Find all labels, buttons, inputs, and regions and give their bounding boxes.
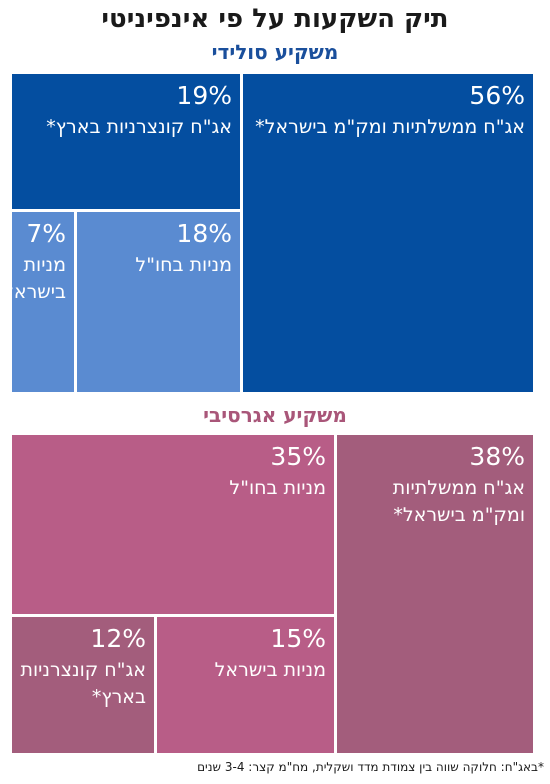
tile-label: אג"ח קונצרניות בארץ* bbox=[46, 116, 232, 138]
section-title-solid: משקיע סולידי bbox=[211, 40, 339, 64]
tile-value: 7% bbox=[26, 219, 66, 248]
tile-solid-corp-bonds: 19% אג"ח קונצרניות בארץ* bbox=[12, 74, 240, 209]
tile-value: 18% bbox=[176, 219, 232, 248]
tile-label: מניות בחו"ל bbox=[135, 254, 232, 276]
tile-label: אג"ח קונצרניות בארץ* bbox=[20, 659, 146, 708]
tile-value: 38% bbox=[469, 442, 525, 471]
tile-solid-gov-bonds: 56% אג"ח ממשלתיות ומק"מ בישראל* bbox=[243, 74, 533, 392]
tile-aggressive-israel-stocks: 15% מניות בישראל bbox=[157, 617, 334, 753]
tile-label: אג"ח ממשלתיות ומק"מ בישראל* bbox=[392, 477, 525, 526]
tile-label: מניות בישראל bbox=[214, 659, 326, 681]
tile-solid-israel-stocks: 7% מניות בישראל bbox=[3, 212, 74, 392]
footnote: *באג"ח: חלוקה שווה בין צמודת מדד ושקלית,… bbox=[197, 760, 544, 774]
tile-aggressive-foreign-stocks: 35% מניות בחו"ל bbox=[12, 435, 334, 614]
tile-value: 19% bbox=[176, 81, 232, 110]
tile-label: אג"ח ממשלתיות ומק"מ בישראל* bbox=[255, 116, 525, 138]
tile-value: 12% bbox=[90, 624, 146, 653]
tile-label: מניות בישראל bbox=[3, 254, 66, 303]
tile-value: 56% bbox=[469, 81, 525, 110]
tile-label: מניות בחו"ל bbox=[229, 477, 326, 499]
tile-value: 15% bbox=[270, 624, 326, 653]
chart-title: תיק השקעות על פי אינפיניטי bbox=[101, 4, 449, 34]
tile-aggressive-corp-bonds: 12% אג"ח קונצרניות בארץ* bbox=[12, 617, 154, 753]
tile-solid-foreign-stocks: 18% מניות בחו"ל bbox=[77, 212, 240, 392]
section-title-aggressive: משקיע אגרסיבי bbox=[203, 403, 347, 427]
tile-aggressive-gov-bonds: 38% אג"ח ממשלתיות ומק"מ בישראל* bbox=[337, 435, 533, 753]
tile-value: 35% bbox=[270, 442, 326, 471]
